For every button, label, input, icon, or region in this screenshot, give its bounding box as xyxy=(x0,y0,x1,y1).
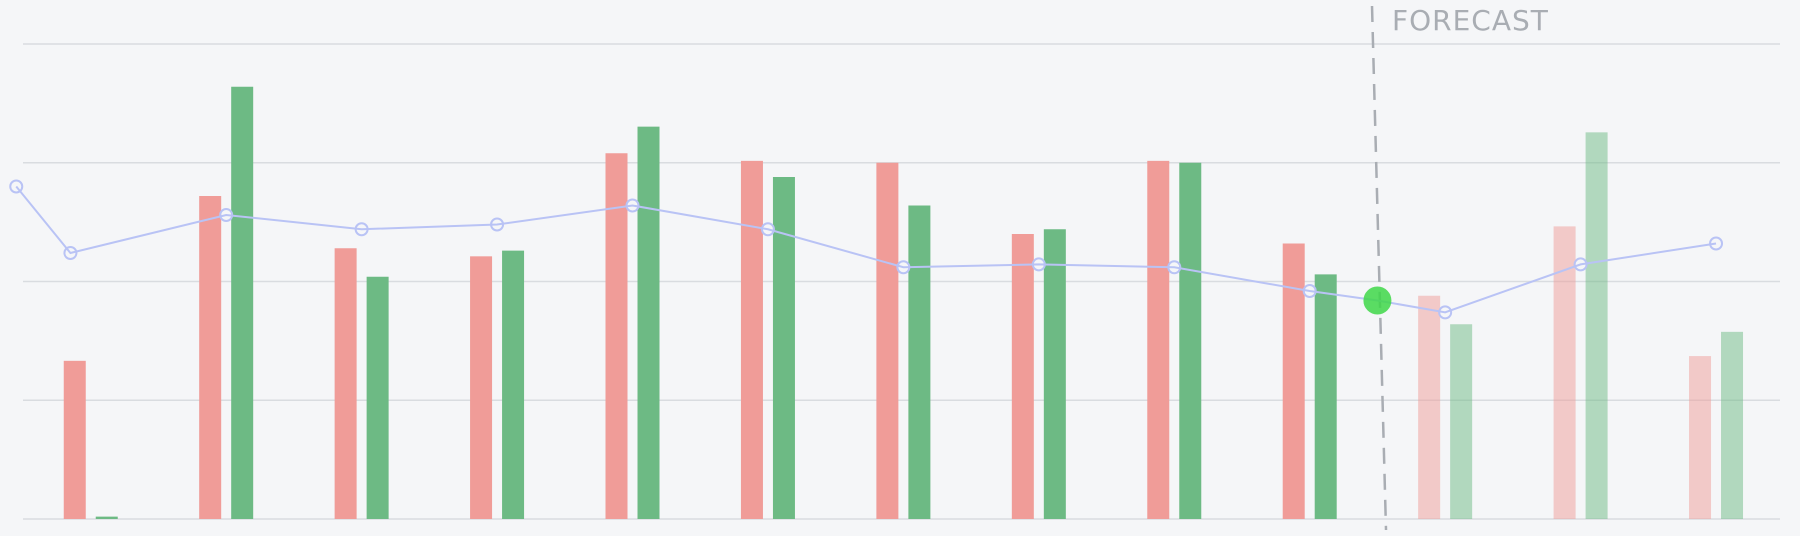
line-point xyxy=(1302,284,1317,298)
line-point xyxy=(219,208,234,222)
bar xyxy=(1450,324,1473,519)
bar xyxy=(876,162,899,519)
bar xyxy=(772,177,795,519)
line-point xyxy=(1573,257,1588,272)
forecast-label: FORECAST xyxy=(1392,4,1549,37)
bar xyxy=(637,126,660,520)
bar xyxy=(95,516,118,519)
bar xyxy=(1314,274,1337,519)
line-point xyxy=(1031,257,1046,272)
bar xyxy=(1282,243,1305,519)
trend-line xyxy=(15,185,1717,314)
bar xyxy=(199,196,222,519)
bar xyxy=(1147,160,1170,519)
bar xyxy=(231,86,254,519)
line-point xyxy=(1167,260,1182,275)
bar xyxy=(1721,331,1744,519)
bar xyxy=(502,250,525,519)
line-point xyxy=(9,179,24,194)
bar xyxy=(334,248,357,519)
bar xyxy=(1585,132,1608,519)
forecast-divider xyxy=(1370,5,1388,531)
bar xyxy=(908,205,931,519)
bar xyxy=(740,160,763,519)
line-point xyxy=(896,260,911,275)
bar xyxy=(605,153,628,519)
bar xyxy=(1179,162,1202,519)
line-point xyxy=(63,246,78,260)
bar xyxy=(470,256,493,519)
bar xyxy=(63,360,86,519)
line-point xyxy=(1438,305,1453,320)
bar xyxy=(1689,356,1712,519)
bar xyxy=(1043,229,1066,519)
bar xyxy=(1418,295,1441,519)
bar xyxy=(1553,226,1576,519)
bar xyxy=(366,276,389,519)
line-point xyxy=(354,222,369,237)
line-point xyxy=(625,198,640,213)
bar xyxy=(1011,234,1034,519)
line-point xyxy=(1709,236,1724,251)
line-point xyxy=(490,217,505,232)
line-point xyxy=(760,222,775,237)
highlight-point xyxy=(1363,286,1392,315)
